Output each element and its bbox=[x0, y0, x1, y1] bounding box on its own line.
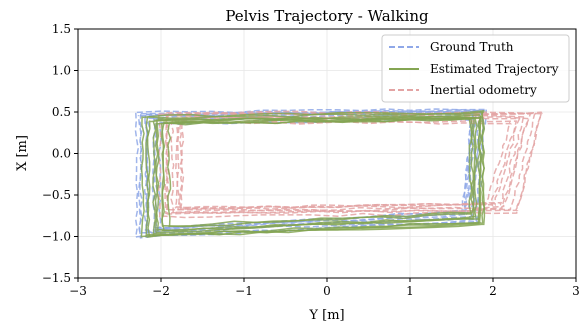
trajectory-loop bbox=[154, 117, 476, 234]
chart-title: Pelvis Trajectory - Walking bbox=[225, 7, 429, 25]
y-tick-label: 1.0 bbox=[52, 64, 71, 78]
x-tick-label: −3 bbox=[69, 284, 87, 298]
legend-label-ground-truth: Ground Truth bbox=[430, 40, 514, 54]
x-axis-label: Y [m] bbox=[308, 308, 344, 323]
series-0 bbox=[134, 106, 488, 239]
x-tick-label: −1 bbox=[235, 284, 253, 298]
legend-label-inertial-odometry: Inertial odometry bbox=[430, 83, 537, 97]
trajectory-loop bbox=[165, 112, 539, 215]
y-axis-label: X [m] bbox=[15, 135, 30, 171]
y-tick-label: 0.0 bbox=[52, 147, 71, 161]
y-tick-label: 1.5 bbox=[52, 22, 71, 36]
trajectory-loop bbox=[176, 116, 521, 211]
trajectory-loop bbox=[167, 117, 475, 228]
x-tick-label: 1 bbox=[406, 284, 414, 298]
legend-box bbox=[381, 34, 570, 103]
plot-data bbox=[134, 106, 543, 239]
trajectory-loop bbox=[160, 117, 473, 228]
trajectory-loop bbox=[140, 110, 486, 238]
trajectory-loop bbox=[134, 106, 488, 239]
trajectory-loop bbox=[157, 111, 543, 219]
trajectory-loop bbox=[137, 109, 486, 239]
x-tick-label: 2 bbox=[489, 284, 497, 298]
trajectory-loop bbox=[155, 114, 482, 232]
trajectory-loop bbox=[164, 110, 543, 215]
x-tick-label: 0 bbox=[323, 284, 331, 298]
trajectory-loop bbox=[170, 115, 529, 214]
legend: Ground Truth Estimated Trajectory Inerti… bbox=[381, 34, 570, 103]
y-tick-label: −1.5 bbox=[42, 271, 71, 285]
y-tick-label: 0.5 bbox=[52, 105, 71, 119]
legend-label-estimated-trajectory: Estimated Trajectory bbox=[430, 62, 559, 76]
y-tick-label: −0.5 bbox=[42, 188, 71, 202]
trajectory-loop bbox=[138, 108, 482, 235]
x-tick-label: 3 bbox=[572, 284, 580, 298]
series-1 bbox=[140, 110, 486, 238]
x-tick-label: −2 bbox=[152, 284, 170, 298]
axis-ticks: −3 −2 −1 0 1 2 3 −1.5 −1.0 −0.5 0.0 0.5 1.0 1.5 bbox=[42, 22, 580, 298]
trajectory-loop bbox=[180, 120, 513, 209]
y-tick-label: −1.0 bbox=[42, 230, 71, 244]
trajectory-loop bbox=[145, 115, 482, 238]
